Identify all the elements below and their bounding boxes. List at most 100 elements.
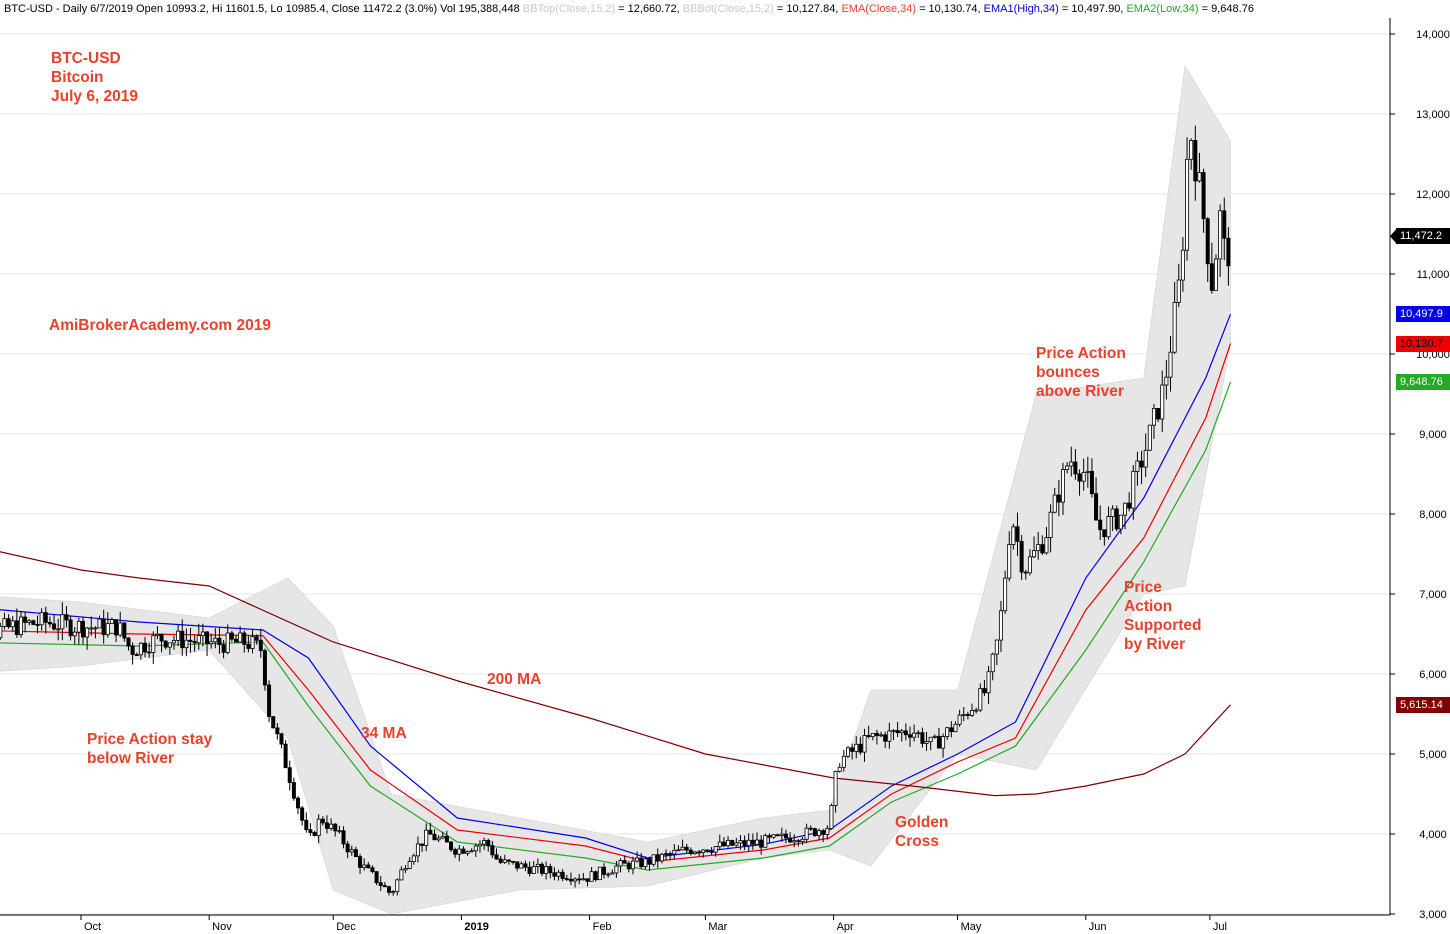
annotation-line: Golden [895,814,949,831]
y-tick-label: 13,000 [1416,109,1450,121]
candle-body [43,612,48,623]
candle-body [759,839,764,848]
candle-body [407,861,412,869]
candle-body [535,863,540,867]
chart-header: BTC-USD - Daily 6/7/2019 Open 10993.2, H… [4,2,1384,18]
candle-body [1131,470,1136,509]
candle-body [548,866,553,874]
candle-body [622,860,627,864]
candle-body [126,637,131,647]
annotation-line: Price [1124,579,1162,596]
candle-body [477,843,482,847]
candle-body [659,853,664,862]
candle-body [205,631,210,645]
candle-body [60,614,65,630]
candle-body [519,863,524,869]
y-tick-label: 6,000 [1419,669,1447,681]
candle-body [643,858,648,868]
candle-body [180,630,185,649]
series-line-200-ma [0,551,1231,797]
candle-body [35,624,40,626]
candle-body [221,644,226,653]
candle-body [771,834,776,838]
candle-body [870,732,875,738]
header-bbbot-label: BBBot(Close,15,2) [682,3,774,15]
candle-body [965,714,970,716]
candle-body [506,859,511,862]
candle-body [176,630,181,641]
x-tick-label: 2019 [464,921,488,933]
candle-body [837,766,842,772]
candle-body [796,840,801,843]
header-bbtop-label: BBTop(Close,15,2) [522,3,616,15]
x-tick-label: May [961,921,982,933]
annotation-line: Cross [895,833,939,850]
candle-body [469,850,474,853]
candle-body [167,642,172,648]
price-box-ema: 10,130.7 [1396,335,1450,352]
candle-body [1213,258,1218,291]
candle-body [597,866,602,881]
candle-body [630,860,635,870]
candle-body [14,620,19,636]
x-tick-label: Apr [837,921,854,933]
candle-body [502,859,507,863]
candle-body [726,839,731,847]
candle-body [122,622,127,639]
y-tick-label: 4,000 [1419,829,1447,841]
annotation-title: BTC-USD Bitcoin July 6, 2019 [51,49,138,106]
candle-body [411,855,416,863]
x-tick-label: Oct [84,921,101,933]
candle-body [229,632,234,640]
candle-body [602,866,607,875]
candle-body [721,841,726,847]
y-tick-label: 5,000 [1419,749,1447,761]
candle-body [362,864,367,868]
candle-body [453,849,458,855]
candle-body [296,797,301,809]
candle-body [854,743,859,752]
candle-body [1127,502,1132,509]
price-box-ema1: 10,497.9 [1396,306,1450,323]
candle-body [1040,544,1045,554]
candle-body [18,616,23,636]
candle-body [936,735,941,749]
candle-body [27,620,32,623]
candle-body [812,828,817,836]
candle-body [238,632,243,643]
candle-body [697,851,702,854]
candle-body [1060,469,1065,503]
candle-body [970,710,975,716]
candle-body [899,730,904,734]
candle-body [531,866,536,874]
candle-body [1089,470,1094,495]
x-tick-label: Jul [1213,921,1227,933]
candle-body [845,747,850,757]
candle-body [267,684,272,717]
price-box-close: 11,472.2 [1396,228,1450,245]
candle-body [424,829,429,846]
candle-body [1209,263,1214,291]
candle-body [233,638,238,643]
annotation-line: Price Action stay [87,731,213,748]
candle-body [932,735,937,738]
candle-body [246,643,251,649]
candle-body [912,732,917,738]
candle-body [349,849,354,853]
candle-body [539,863,544,874]
candle-body [457,848,462,855]
candle-body [651,854,656,865]
candle-body [738,840,743,844]
candle-body [1193,140,1198,182]
candle-body [1156,408,1161,420]
candle-body [242,632,247,645]
candle-body [291,782,296,799]
candle-body [903,730,908,736]
candle-body [1205,218,1210,265]
series-line-ema2-low-34- [0,381,1232,871]
candle-body [577,878,582,881]
candle-body [324,822,329,829]
candle-body [941,736,946,749]
candle-body [589,871,594,882]
